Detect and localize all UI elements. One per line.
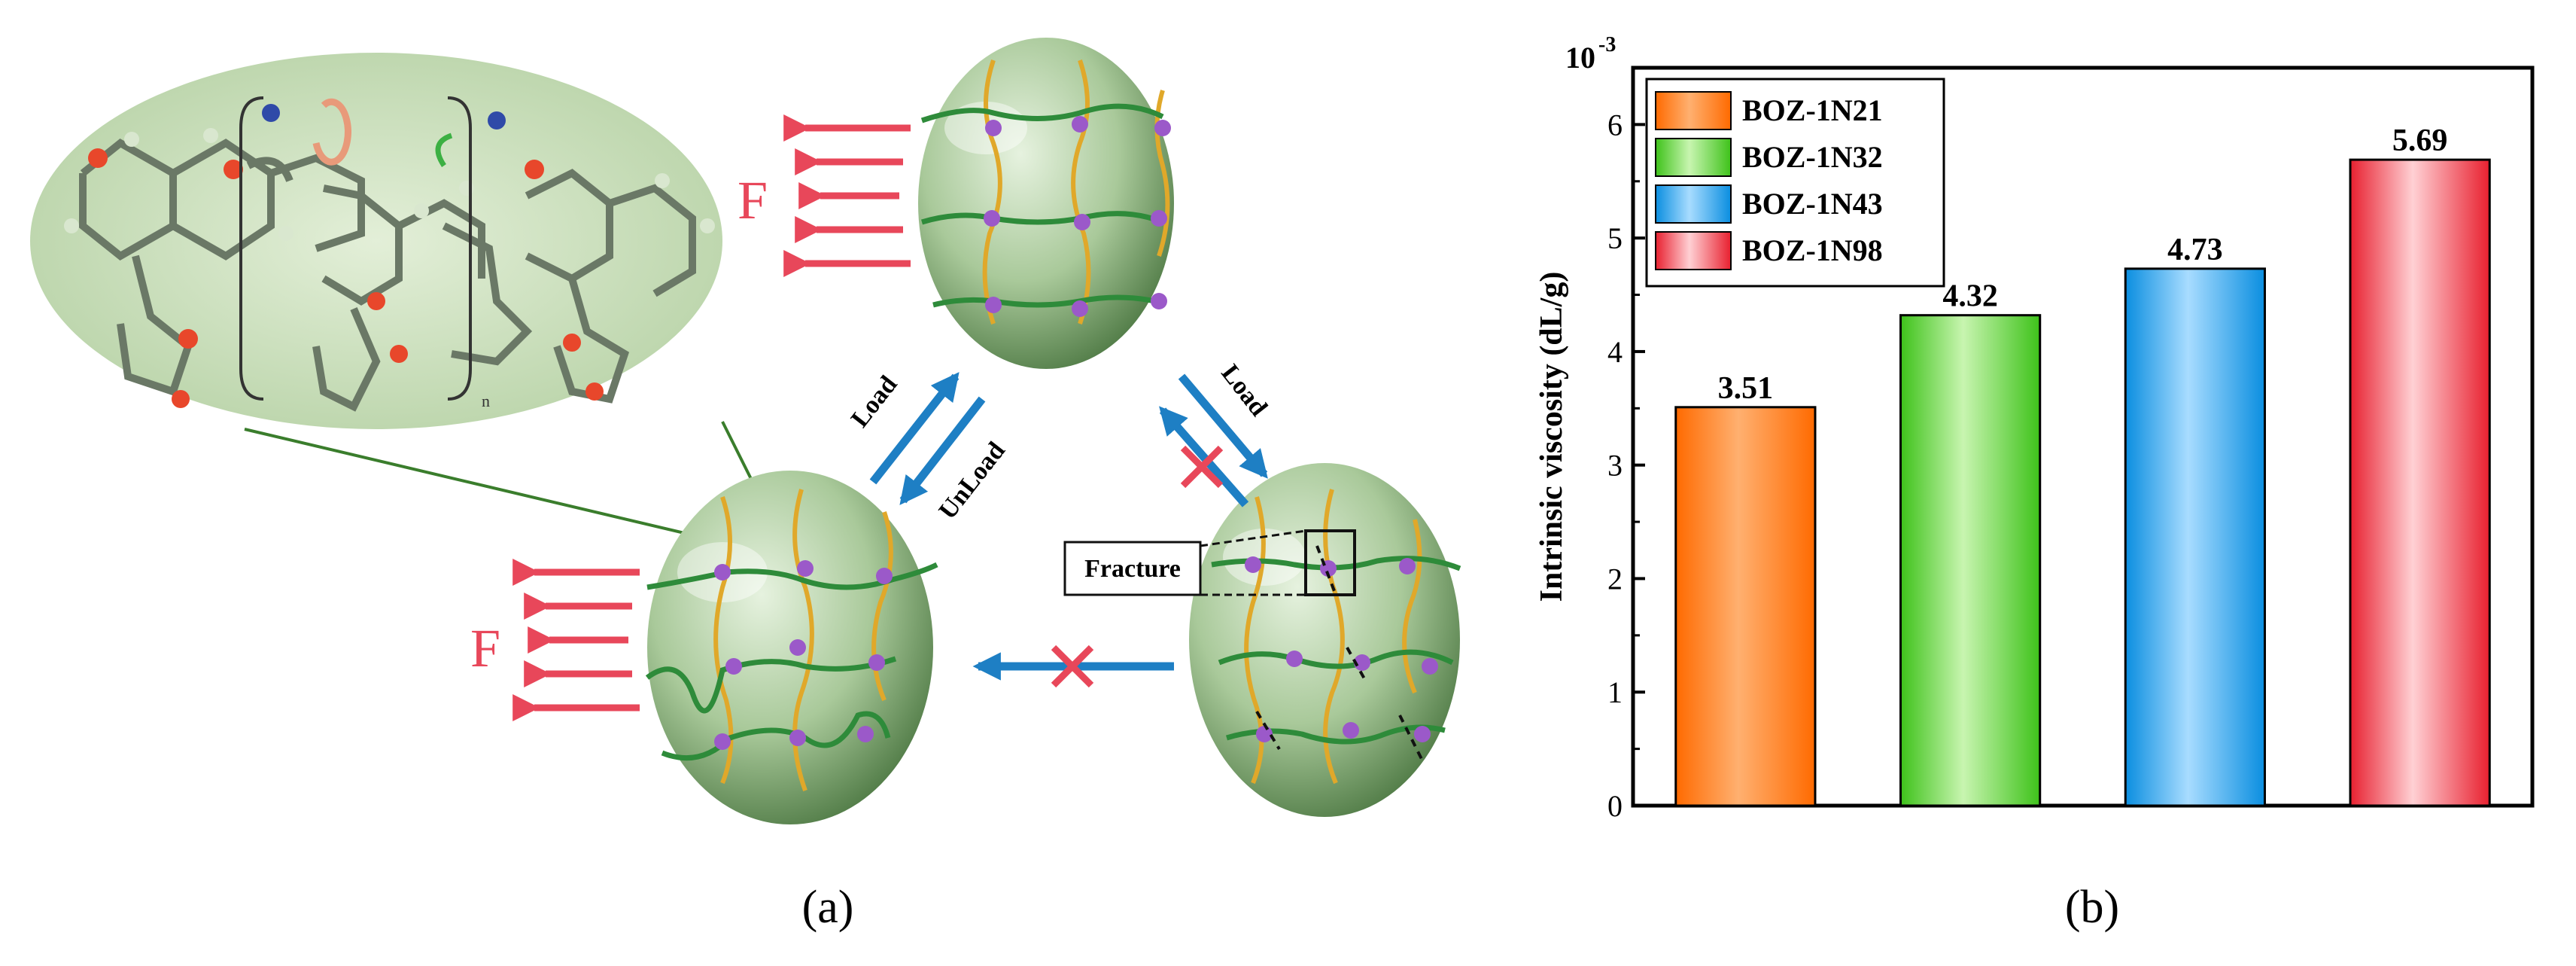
caption-b: (b) — [2065, 882, 2119, 933]
y-tick-label: 6 — [1607, 108, 1623, 142]
repeat-unit-subscript: n — [482, 392, 490, 410]
bar-value-label: 3.51 — [1718, 371, 1774, 406]
y-scale-base: 10 — [1565, 41, 1595, 75]
fracture-zoom-box — [1304, 529, 1356, 596]
load-arrows-left — [869, 372, 986, 505]
legend-label: BOZ-1N98 — [1742, 233, 1883, 267]
load-label-left: Load — [846, 370, 903, 432]
fracture-label: Fracture — [1084, 555, 1181, 583]
legend-swatch — [1655, 138, 1732, 177]
y-tick-label: 0 — [1607, 789, 1623, 823]
force-label-left: F — [470, 618, 500, 678]
y-tick-label: 3 — [1607, 449, 1623, 483]
y-tick-label: 2 — [1607, 562, 1623, 596]
bar-value-label: 4.32 — [1942, 279, 1998, 314]
force-arrows-top — [783, 114, 911, 277]
y-tick-label: 1 — [1607, 675, 1623, 709]
caption-a: (a) — [802, 882, 854, 933]
fracture-callout: Fracture — [1063, 529, 1306, 596]
legend-label: BOZ-1N21 — [1742, 93, 1883, 127]
bars — [1674, 158, 2491, 807]
y-tick-label: 4 — [1607, 335, 1623, 369]
molecule-inset: n — [30, 53, 722, 429]
molecule-atoms — [64, 104, 715, 408]
load-arrows-right — [1159, 373, 1268, 507]
network-sphere-right — [1189, 463, 1461, 817]
load-label-right: Load — [1215, 359, 1273, 421]
force-label-top: F — [738, 170, 768, 230]
legend-swatch — [1655, 231, 1732, 270]
bar-data-labels: 3.51 4.32 4.73 5.69 — [1718, 123, 2448, 406]
blocked-cross-icon — [1180, 445, 1224, 489]
network-sphere-left — [645, 471, 938, 824]
bar-boz-1n43 — [2124, 267, 2266, 807]
bar-boz-1n21 — [1674, 406, 1817, 807]
bar-boz-1n98 — [2349, 158, 2491, 807]
bar-value-label: 5.69 — [2392, 123, 2448, 158]
rotation-icon-small — [435, 133, 453, 167]
panel-b-chart: 0 1 2 3 4 5 6 3.51 4.32 4.73 5.69 10 -3 Intrinsic… — [1534, 33, 2535, 933]
y-tick-label: 5 — [1607, 221, 1623, 255]
bar-value-label: 4.73 — [2167, 233, 2223, 267]
legend-swatch — [1655, 91, 1732, 130]
legend: BOZ-1N21 BOZ-1N32 BOZ-1N43 BOZ-1N98 — [1645, 78, 1945, 288]
molecule-structure — [79, 138, 696, 412]
legend-swatch — [1655, 184, 1732, 224]
y-scale-power: -3 — [1598, 33, 1616, 56]
y-axis-label: Intrinsic viscosity (dL/g) — [1534, 272, 1569, 602]
connector-line — [244, 428, 723, 544]
blocked-cross-icon — [1051, 645, 1094, 688]
panel-a-schematic: n — [30, 38, 1461, 933]
bar-boz-1n32 — [1899, 314, 2042, 807]
legend-label: BOZ-1N32 — [1742, 140, 1883, 174]
repeat-bracket-left — [239, 96, 264, 401]
y-axis: 0 1 2 3 4 5 6 — [1607, 108, 1645, 823]
repeat-bracket-right — [447, 96, 472, 401]
force-arrows-left — [512, 559, 640, 721]
network-sphere-top — [918, 38, 1174, 369]
legend-label: BOZ-1N43 — [1742, 187, 1883, 221]
rotation-icon — [312, 98, 351, 166]
